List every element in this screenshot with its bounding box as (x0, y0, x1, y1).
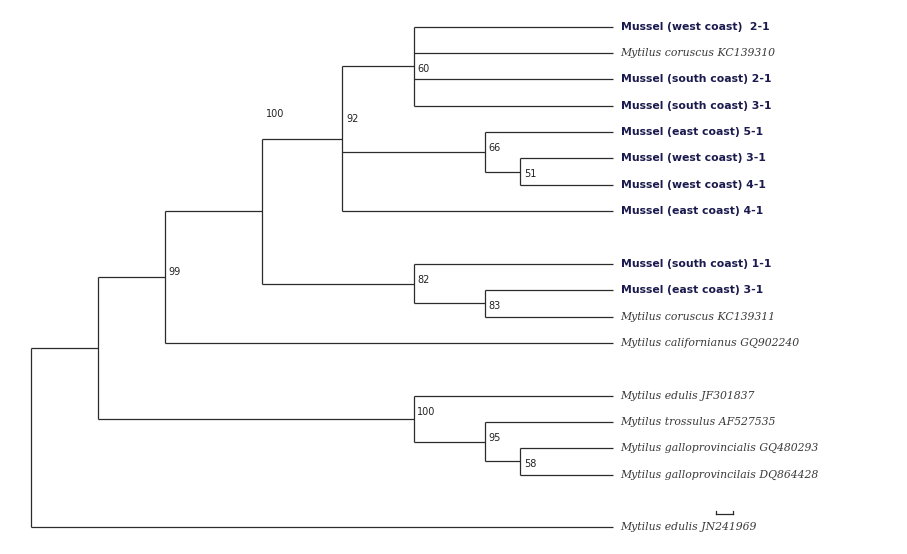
Text: Mussel (east coast) 4-1: Mussel (east coast) 4-1 (620, 206, 763, 216)
Text: Mussel (south coast) 3-1: Mussel (south coast) 3-1 (620, 101, 771, 111)
Text: Mytilus edulis JN241969: Mytilus edulis JN241969 (620, 522, 757, 532)
Text: 92: 92 (346, 114, 358, 124)
Text: Mytilus galloprovincialis GQ480293: Mytilus galloprovincialis GQ480293 (620, 443, 819, 453)
Text: 82: 82 (417, 275, 429, 285)
Text: Mussel (east coast) 5-1: Mussel (east coast) 5-1 (620, 127, 763, 137)
Text: 100: 100 (266, 109, 284, 119)
Text: 51: 51 (523, 170, 536, 179)
Text: 60: 60 (417, 64, 429, 74)
Text: 58: 58 (523, 459, 536, 469)
Text: Mytilus coruscus KC139311: Mytilus coruscus KC139311 (620, 311, 775, 321)
Text: 95: 95 (488, 433, 501, 443)
Text: 83: 83 (488, 301, 501, 311)
Text: 66: 66 (488, 143, 501, 153)
Text: Mytilus coruscus KC139310: Mytilus coruscus KC139310 (620, 48, 775, 58)
Text: Mussel (west coast)  2-1: Mussel (west coast) 2-1 (620, 22, 769, 32)
Text: Mytilus trossulus AF527535: Mytilus trossulus AF527535 (620, 417, 776, 427)
Text: Mussel (east coast) 3-1: Mussel (east coast) 3-1 (620, 285, 763, 295)
Text: Mussel (south coast) 2-1: Mussel (south coast) 2-1 (620, 74, 771, 84)
Text: 100: 100 (417, 407, 435, 417)
Text: Mytilus californianus GQ902240: Mytilus californianus GQ902240 (620, 338, 800, 348)
Text: Mussel (west coast) 3-1: Mussel (west coast) 3-1 (620, 153, 766, 163)
Text: Mytilus galloprovincilais DQ864428: Mytilus galloprovincilais DQ864428 (620, 470, 819, 480)
Text: 99: 99 (168, 267, 180, 277)
Text: Mussel (west coast) 4-1: Mussel (west coast) 4-1 (620, 179, 766, 190)
Text: Mussel (south coast) 1-1: Mussel (south coast) 1-1 (620, 259, 771, 269)
Text: Mytilus edulis JF301837: Mytilus edulis JF301837 (620, 391, 755, 401)
